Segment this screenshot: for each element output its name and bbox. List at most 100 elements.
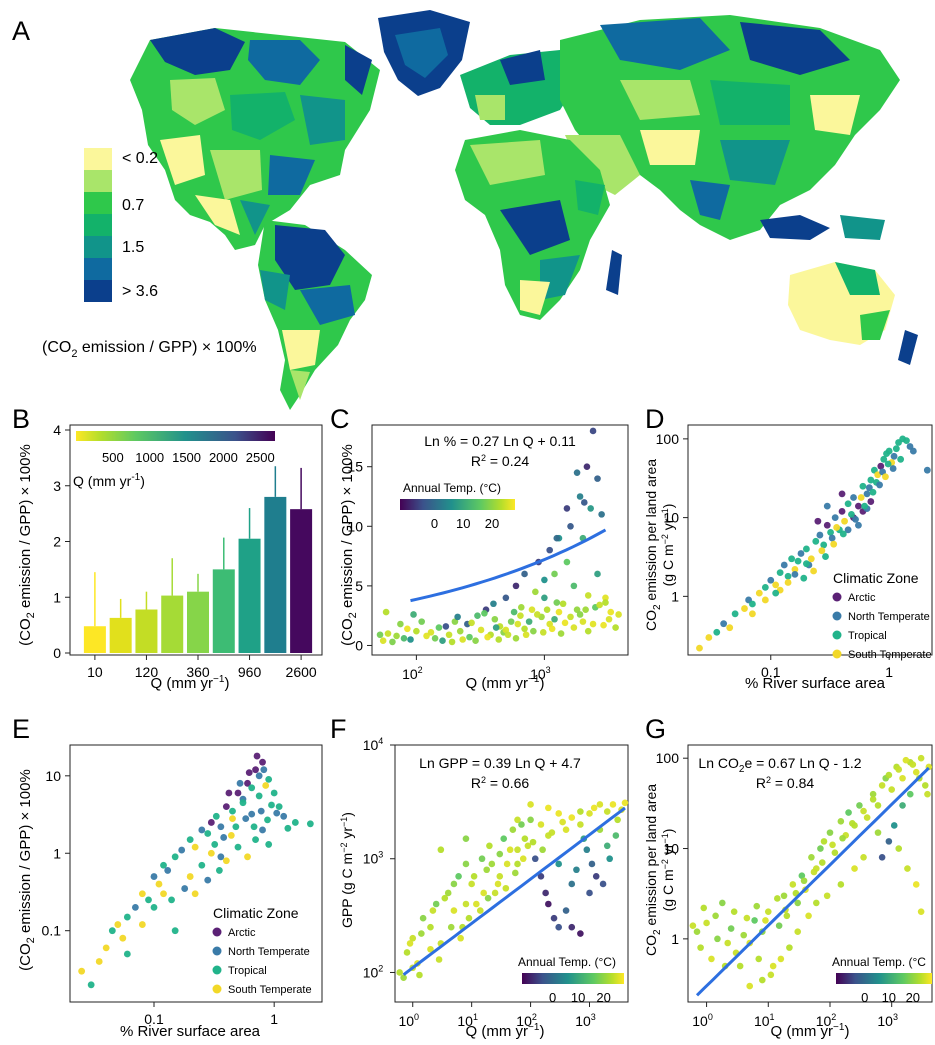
panel-d-point bbox=[761, 596, 769, 604]
panel-c-point bbox=[431, 635, 439, 642]
panel-label-b: B bbox=[12, 404, 30, 434]
panel-c-point bbox=[439, 637, 446, 644]
panel-d-point bbox=[780, 561, 788, 569]
panel-g-point bbox=[755, 955, 763, 963]
panel-c-point bbox=[410, 611, 417, 618]
panel-f-point bbox=[599, 880, 607, 888]
panel-g-colorbar-title: Annual Temp. (°C bbox=[832, 955, 926, 969]
panel-c-point bbox=[576, 493, 584, 500]
panel-e-point bbox=[270, 789, 278, 797]
panel-d-point bbox=[838, 507, 846, 515]
panel-c-point bbox=[522, 631, 530, 639]
panel-e-point bbox=[232, 823, 240, 831]
panel-c-point bbox=[413, 627, 420, 635]
panel-g-point bbox=[800, 877, 808, 885]
panel-g-point bbox=[831, 849, 839, 856]
panel-e-ytick-label: 1 bbox=[53, 845, 61, 861]
panel-d-point bbox=[841, 517, 848, 525]
panel-e-point bbox=[222, 857, 230, 865]
panel-c-ylabel: (CO2 emission / GPP) × 100% bbox=[339, 444, 359, 646]
panel-f-point bbox=[491, 889, 499, 897]
panel-c-point bbox=[580, 499, 588, 506]
panel-d-point bbox=[791, 571, 799, 578]
panel-c-point bbox=[551, 570, 558, 578]
panel-g-point bbox=[909, 761, 917, 768]
panel-d-point bbox=[794, 557, 802, 565]
panel-e-point bbox=[123, 913, 131, 921]
panel-c-point bbox=[579, 618, 587, 625]
panel-d-point bbox=[850, 494, 857, 501]
panel-c-point bbox=[567, 522, 574, 530]
panel-g-point bbox=[874, 802, 882, 809]
panel-f-point bbox=[500, 835, 508, 843]
panel-g-point bbox=[786, 944, 793, 951]
panel-d-point bbox=[859, 482, 867, 490]
panel-d-point bbox=[741, 605, 748, 612]
map-legend-label: 0.7 bbox=[122, 197, 144, 214]
panel-g-point bbox=[890, 822, 898, 829]
panel-b-xtick-label: 10 bbox=[87, 664, 103, 680]
panel-c-point bbox=[605, 615, 613, 623]
panel-f-ytick-label: 103 bbox=[363, 850, 384, 867]
panel-e-point bbox=[284, 824, 292, 832]
panel-g-point bbox=[863, 814, 871, 821]
panel-e-point bbox=[255, 772, 263, 780]
panel-c-point bbox=[495, 636, 503, 643]
panel-c-point bbox=[548, 625, 556, 633]
panel-f-point bbox=[521, 835, 529, 843]
panel-g-point bbox=[730, 908, 738, 915]
panel-c-point bbox=[567, 613, 574, 621]
panel-b-bar bbox=[187, 591, 209, 653]
panel-b-colorbar-tick: 1000 bbox=[135, 450, 164, 465]
panel-e-point bbox=[264, 816, 271, 824]
panel-f-point bbox=[486, 842, 493, 850]
panel-c-point bbox=[427, 629, 435, 636]
panel-d-xtick-label: 0.1 bbox=[761, 664, 781, 680]
panel-e-point bbox=[191, 890, 199, 898]
panel-label-e: E bbox=[12, 714, 30, 744]
panel-f-point bbox=[524, 842, 532, 850]
panel-g-ytick-label: 10 bbox=[663, 841, 679, 857]
panel-c-point bbox=[393, 632, 400, 640]
panel-d-point bbox=[761, 583, 769, 591]
panel-e-point bbox=[244, 779, 251, 787]
panel-f-colorbar-title: Annual Temp. (°C) bbox=[518, 955, 616, 969]
panel-e: E (CO2 emission / GPP) × 100% % River su… bbox=[12, 714, 323, 1040]
panel-f-point bbox=[435, 956, 443, 963]
panel-d-point bbox=[852, 515, 859, 523]
panel-d-point bbox=[814, 517, 822, 525]
panel-e-point bbox=[191, 843, 199, 851]
panel-c-point bbox=[512, 635, 520, 642]
panel-f-point bbox=[518, 821, 525, 828]
panel-d-point bbox=[772, 581, 780, 589]
panel-e-legend-label: North Temperate bbox=[228, 946, 310, 958]
panel-b-colorbar-tick: 2000 bbox=[209, 450, 238, 465]
panel-e-point bbox=[248, 784, 256, 792]
panel-c-point bbox=[551, 615, 558, 623]
panel-g-point bbox=[829, 841, 836, 849]
panel-label-d: D bbox=[645, 404, 665, 434]
panel-f-point bbox=[548, 829, 556, 836]
panel-c-point bbox=[492, 624, 500, 631]
panel-c-point bbox=[418, 618, 425, 625]
panel-g-point bbox=[719, 899, 726, 907]
panel-c-point bbox=[466, 633, 473, 641]
panel-c-point bbox=[528, 606, 536, 614]
panel-f-point bbox=[419, 914, 427, 922]
panel-g-point bbox=[856, 802, 863, 809]
panel-g-point bbox=[767, 971, 775, 979]
panel-f-point bbox=[465, 914, 473, 922]
panel-d-point bbox=[861, 502, 868, 510]
panel-f-point bbox=[429, 907, 437, 914]
panel-e-point bbox=[260, 766, 268, 774]
panel-f-point bbox=[455, 873, 462, 880]
panel-c-point bbox=[472, 637, 479, 644]
panel-d-point bbox=[865, 484, 873, 492]
panel-g-point bbox=[810, 868, 818, 876]
panel-d-point bbox=[705, 634, 713, 641]
panel-g-point bbox=[712, 912, 719, 920]
map-legend-swatch bbox=[84, 280, 112, 302]
panel-e-point bbox=[265, 775, 273, 783]
panel-f-point bbox=[596, 801, 604, 808]
panel-g-point bbox=[798, 872, 806, 880]
